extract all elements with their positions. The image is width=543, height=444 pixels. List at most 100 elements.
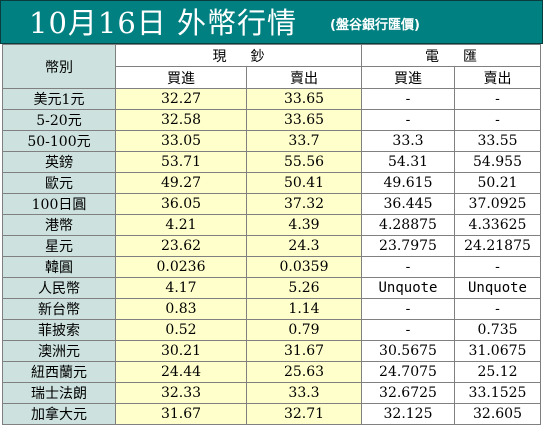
wire-sell-cell: 25.12 xyxy=(454,361,541,383)
cash-sell-cell: 55.56 xyxy=(246,151,362,173)
wire-sell-header: 賣出 xyxy=(454,66,541,89)
page-title: 10月16日 外幣行情 xyxy=(29,6,298,40)
cash-sell-cell: 33.7 xyxy=(246,130,362,152)
currency-name: 韓圓 xyxy=(2,256,116,278)
cash-buy-cell: 32.33 xyxy=(115,382,247,404)
currency-name: 歐元 xyxy=(2,172,116,194)
cash-sell-cell: 24.3 xyxy=(246,235,362,257)
wire-buy-cell: 24.7075 xyxy=(361,361,455,383)
table-row: 澳洲元 30.21 31.67 30.5675 31.0675 xyxy=(2,340,541,362)
table-row: 美元1元 32.27 33.65- - xyxy=(2,88,541,110)
cash-sell-cell: 0.79 xyxy=(246,319,362,341)
table-row: 英鎊 53.71 55.56 54.31 54.955 xyxy=(2,151,541,173)
wire-sell-cell: 37.0925 xyxy=(454,193,541,215)
currency-name: 瑞士法朗 xyxy=(2,382,116,404)
header-row-groups: 幣別 現鈔 電匯 xyxy=(2,44,541,89)
wire-sell-cell: - xyxy=(454,109,541,131)
table-row: 新台幣 0.83 1.14- - xyxy=(2,298,541,320)
wire-buy-cell: 32.6725 xyxy=(361,382,455,404)
cash-buy-cell: 4.21 xyxy=(115,214,247,236)
cash-sell-header: 賣出 xyxy=(246,66,362,89)
currency-name: 港幣 xyxy=(2,214,116,236)
currency-name: 澳洲元 xyxy=(2,340,116,362)
cash-sell-cell: 4.39 xyxy=(246,214,362,236)
wire-sell-cell: Unquote xyxy=(454,277,541,299)
wire-sell-cell: 24.21875 xyxy=(454,235,541,257)
wire-sell-cell: - xyxy=(454,256,541,278)
cash-buy-cell: 23.62 xyxy=(115,235,247,257)
cash-buy-cell: 30.21 xyxy=(115,340,247,362)
table-row: 人民幣 4.17 5.26 Unquote Unquote xyxy=(2,277,541,299)
cash-buy-cell: 0.83 xyxy=(115,298,247,320)
bank-source-label: (盤谷銀行匯價) xyxy=(330,18,420,33)
table-row: 紐西蘭元 24.44 25.63 24.7075 25.12 xyxy=(2,361,541,383)
cash-sell-cell: 1.14 xyxy=(246,298,362,320)
cash-group-header: 現鈔 xyxy=(115,44,362,67)
wire-buy-cell: 4.28875 xyxy=(361,214,455,236)
table-row: 加拿大元 31.67 32.71 32.125 32.605 xyxy=(2,403,541,425)
table-row: 星元 23.62 24.3 23.7975 24.21875 xyxy=(2,235,541,257)
wire-buy-cell: 54.31 xyxy=(361,151,455,173)
table-row: 100日圓 36.05 37.32 36.445 37.0925 xyxy=(2,193,541,215)
currency-name: 星元 xyxy=(2,235,116,257)
header-row-sub: 買進 賣出 買進 賣出 xyxy=(3,66,541,89)
cash-buy-cell: 36.05 xyxy=(115,193,247,215)
cash-buy-cell: 32.58 xyxy=(115,109,247,131)
currency-column-header: 幣別 xyxy=(2,44,116,89)
wire-sell-cell: - xyxy=(454,88,541,110)
wire-buy-cell: - xyxy=(361,88,455,110)
cash-sell-cell: 32.71 xyxy=(246,403,362,425)
wire-buy-cell: 32.125 xyxy=(361,403,455,425)
cash-buy-cell: 0.0236 xyxy=(115,256,247,278)
cash-buy-header: 買進 xyxy=(115,66,247,89)
wire-sell-cell: 33.55 xyxy=(454,130,541,152)
rates-table-body: 幣別 現鈔 電匯 買進 賣出 買進 賣出 美元1元 32.27 33.65- -5-2… xyxy=(2,44,541,425)
wire-sell-cell: 31.0675 xyxy=(454,340,541,362)
wire-buy-header: 買進 xyxy=(361,66,455,89)
wire-buy-cell: - xyxy=(361,319,455,341)
cash-sell-cell: 33.65 xyxy=(246,109,362,131)
cash-buy-cell: 49.27 xyxy=(115,172,247,194)
cash-buy-cell: 32.27 xyxy=(115,88,247,110)
wire-buy-cell: 49.615 xyxy=(361,172,455,194)
cash-buy-cell: 53.71 xyxy=(115,151,247,173)
currency-name: 5-20元 xyxy=(2,109,116,131)
currency-name: 加拿大元 xyxy=(2,403,116,425)
cash-sell-cell: 33.3 xyxy=(246,382,362,404)
table-row: 歐元 49.27 50.41 49.615 50.21 xyxy=(2,172,541,194)
cash-sell-cell: 5.26 xyxy=(246,277,362,299)
title-bar: 10月16日 外幣行情 (盤谷銀行匯價) xyxy=(0,0,543,44)
currency-name: 紐西蘭元 xyxy=(2,361,116,383)
currency-name: 英鎊 xyxy=(2,151,116,173)
cash-buy-cell: 0.52 xyxy=(115,319,247,341)
table-row: 5-20元 32.58 33.65- - xyxy=(2,109,541,131)
cash-sell-cell: 25.63 xyxy=(246,361,362,383)
wire-buy-cell: 30.5675 xyxy=(361,340,455,362)
wire-buy-cell: - xyxy=(361,109,455,131)
cash-sell-cell: 0.0359 xyxy=(246,256,362,278)
currency-name: 新台幣 xyxy=(2,298,116,320)
cash-sell-cell: 37.32 xyxy=(246,193,362,215)
wire-sell-cell: 54.955 xyxy=(454,151,541,173)
wire-buy-cell: 36.445 xyxy=(361,193,455,215)
table-row: 50-100元 33.05 33.7 33.3 33.55 xyxy=(2,130,541,152)
cash-buy-cell: 33.05 xyxy=(115,130,247,152)
cash-buy-cell: 31.67 xyxy=(115,403,247,425)
wire-group-header: 電匯 xyxy=(361,44,541,67)
cash-sell-cell: 31.67 xyxy=(246,340,362,362)
wire-sell-cell: - xyxy=(454,298,541,320)
rates-table: 幣別 現鈔 電匯 買進 賣出 買進 賣出 美元1元 32.27 33.65- -5-2… xyxy=(2,44,541,425)
cash-buy-cell: 24.44 xyxy=(115,361,247,383)
cash-sell-cell: 33.65 xyxy=(246,88,362,110)
currency-name: 50-100元 xyxy=(2,130,116,152)
currency-name: 人民幣 xyxy=(2,277,116,299)
wire-buy-cell: - xyxy=(361,298,455,320)
wire-buy-cell: - xyxy=(361,256,455,278)
table-row: 菲披索 0.52 0.79-0.735 xyxy=(2,319,541,341)
currency-name: 美元1元 xyxy=(2,88,116,110)
wire-buy-cell: 33.3 xyxy=(361,130,455,152)
wire-sell-cell: 32.605 xyxy=(454,403,541,425)
wire-sell-cell: 33.1525 xyxy=(454,382,541,404)
wire-sell-cell: 4.33625 xyxy=(454,214,541,236)
